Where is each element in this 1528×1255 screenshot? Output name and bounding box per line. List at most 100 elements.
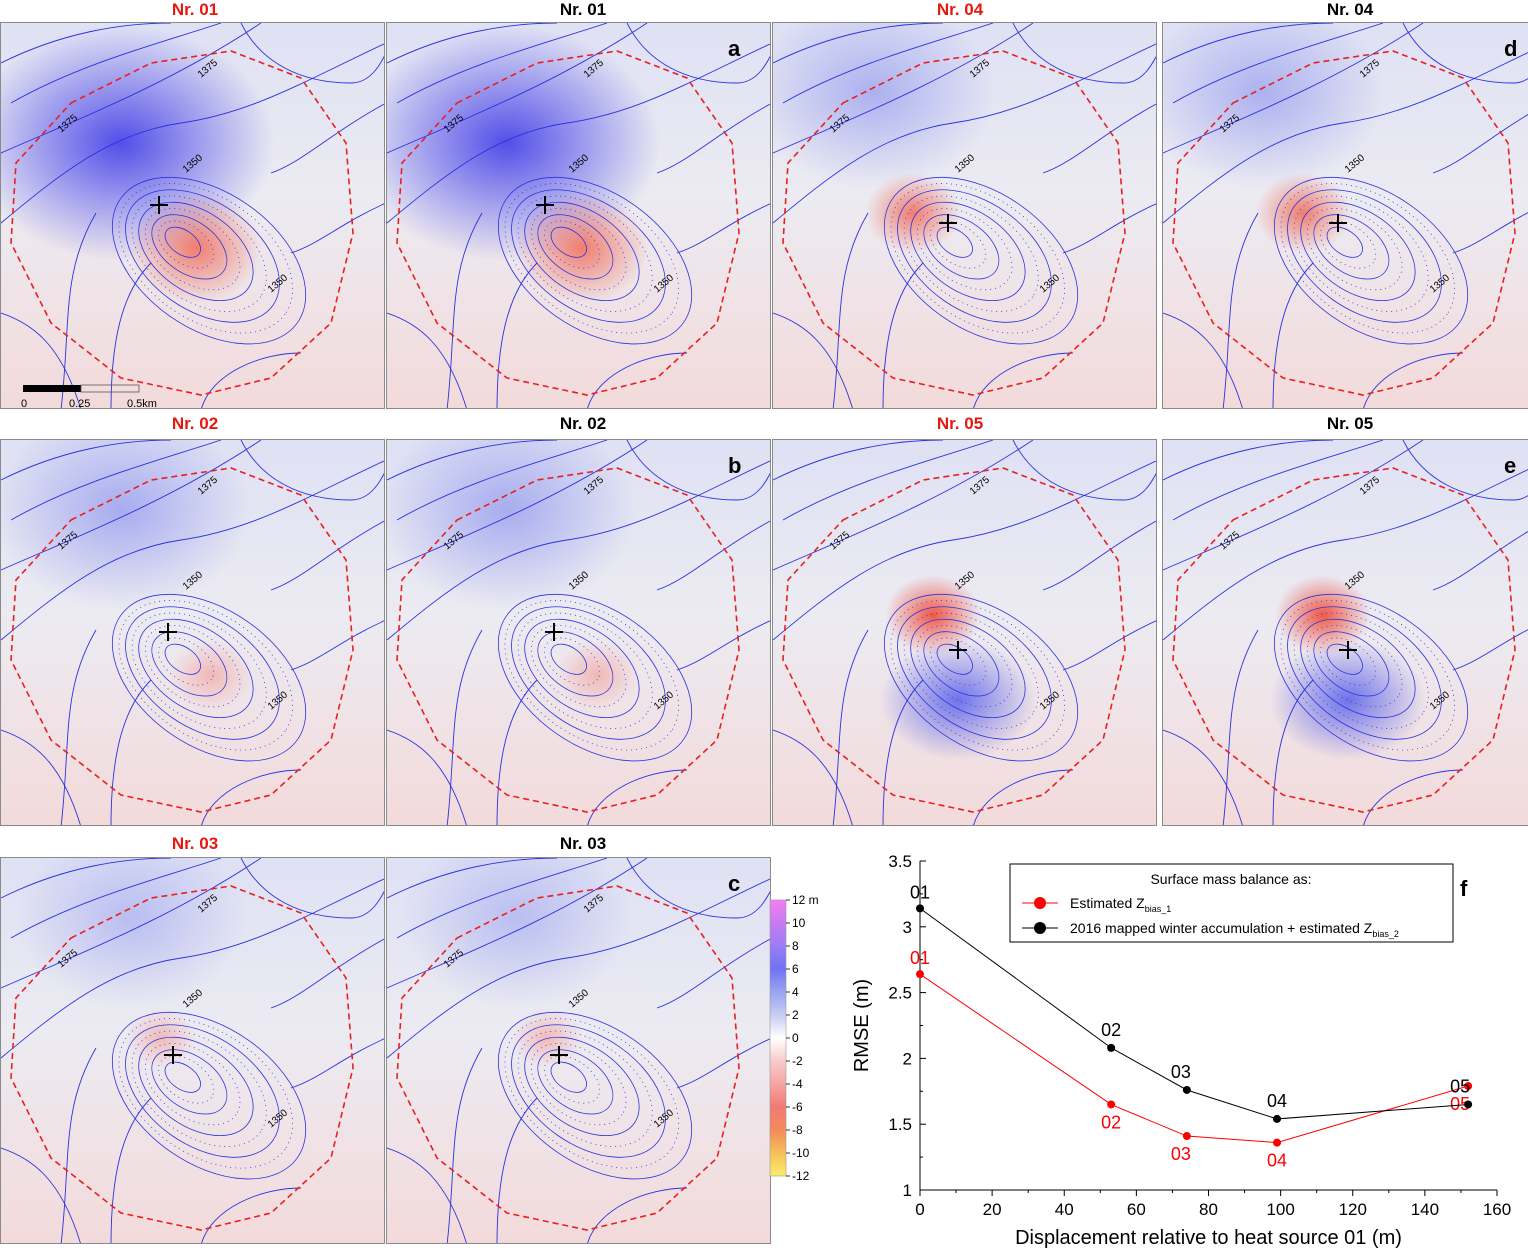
boundary-line <box>1172 467 1516 813</box>
contour-line <box>1 460 384 641</box>
contour-line <box>883 176 1079 345</box>
boundary-line <box>10 467 354 813</box>
contour-line <box>773 23 944 64</box>
contour-line <box>60 212 97 408</box>
contour-line <box>446 1047 483 1243</box>
accumulation-anomaly <box>14 858 248 1008</box>
contour-line <box>1320 637 1377 686</box>
heat-source-marker <box>949 641 967 659</box>
contour-line <box>496 1097 538 1243</box>
contour-line <box>446 212 483 408</box>
contour-line <box>537 214 614 280</box>
map-panel: 1375 1375 1350 1350 <box>386 439 771 826</box>
data-point <box>1182 1132 1191 1141</box>
melt-anomaly <box>169 640 253 710</box>
boundary-line <box>396 885 740 1231</box>
contour-line <box>110 1097 152 1243</box>
colorbar-label: 8 <box>792 939 799 953</box>
contour-line <box>240 23 384 84</box>
contour-line <box>270 938 384 1009</box>
contour-line <box>164 643 201 675</box>
contour-line <box>832 629 869 825</box>
heat-source-marker <box>550 1046 568 1064</box>
contour-line <box>125 606 280 740</box>
panel-title: Nr. 03 <box>559 834 607 853</box>
data-point <box>1464 1082 1473 1091</box>
contour-line <box>496 679 538 825</box>
legend-title: Surface mass balance as: <box>1150 871 1311 887</box>
contour-line <box>676 203 770 254</box>
contour-line <box>138 618 254 719</box>
colorbar-ramp <box>769 899 787 1177</box>
contour-line <box>496 262 538 408</box>
contour-line <box>1273 593 1469 762</box>
contour-line <box>201 352 302 408</box>
contour-line <box>387 858 648 989</box>
contour-line <box>1 878 384 1059</box>
legend-marker <box>1034 897 1046 909</box>
contour-line <box>1 440 262 571</box>
contour-line <box>1363 769 1464 825</box>
y-tick-label: 3 <box>903 918 912 937</box>
contour-line <box>524 618 640 719</box>
x-tick-label: 120 <box>1339 1200 1367 1219</box>
panel-letter: c <box>728 871 741 896</box>
contour-line <box>773 312 853 408</box>
boundary-line <box>10 885 354 1231</box>
data-point <box>1107 1043 1116 1052</box>
x-tick-label: 20 <box>983 1200 1002 1219</box>
accumulation-anomaly <box>1163 23 1387 188</box>
contour-line <box>1287 189 1442 323</box>
contour-line <box>626 23 770 84</box>
contour-line <box>973 769 1074 825</box>
contour-line <box>138 201 254 302</box>
contour-line <box>587 769 688 825</box>
contour-line <box>530 208 627 291</box>
contour-line <box>773 43 1156 224</box>
contour-line <box>118 1018 293 1169</box>
point-label: 02 <box>1101 1112 1121 1132</box>
x-tick-label: 80 <box>1199 1200 1218 1219</box>
contour-line <box>1062 620 1156 671</box>
scale-label: 0 <box>21 398 27 409</box>
panel-letter: b <box>728 453 742 478</box>
contour-line <box>530 625 627 708</box>
contour-line <box>1 440 172 481</box>
contour-line <box>1313 631 1390 697</box>
contour-line <box>138 1036 254 1137</box>
contour-line <box>1042 520 1156 591</box>
contour-line <box>387 23 648 154</box>
colorbar-label: -10 <box>792 1146 810 1160</box>
point-label: 01 <box>910 882 930 902</box>
contour-line <box>1402 23 1528 84</box>
heat-source-marker <box>159 623 177 641</box>
contour-line <box>897 189 1052 323</box>
contour-line <box>1042 103 1156 174</box>
contour-line <box>387 43 770 224</box>
contour-line <box>387 858 558 899</box>
legend-marker <box>1034 922 1046 934</box>
contour-line <box>1432 114 1528 174</box>
contour-line <box>387 440 558 481</box>
contour-line <box>151 214 228 280</box>
contour-line <box>110 262 152 408</box>
boundary-line <box>782 50 1126 396</box>
map-panel: 1375 1375 1350 1350 <box>1162 22 1528 409</box>
contour-line <box>240 858 384 919</box>
contour-line <box>387 23 558 64</box>
x-tick-label: 160 <box>1483 1200 1511 1219</box>
accumulation-anomaly <box>387 440 637 610</box>
contour-line <box>1163 52 1528 224</box>
heat-source-marker <box>150 196 168 214</box>
panel-title: Nr. 04 <box>936 0 984 19</box>
contour-line <box>550 643 587 675</box>
contour-line <box>1172 440 1384 521</box>
contour-line <box>773 440 944 481</box>
contour-line <box>882 262 924 408</box>
map-panel: 1375 1375 1350 1350 <box>386 22 771 409</box>
boundary-line <box>396 50 740 396</box>
contour-line <box>1432 531 1528 591</box>
heat-source-marker <box>1339 641 1357 659</box>
contour-line <box>530 1043 627 1126</box>
contour-line <box>773 440 1034 571</box>
